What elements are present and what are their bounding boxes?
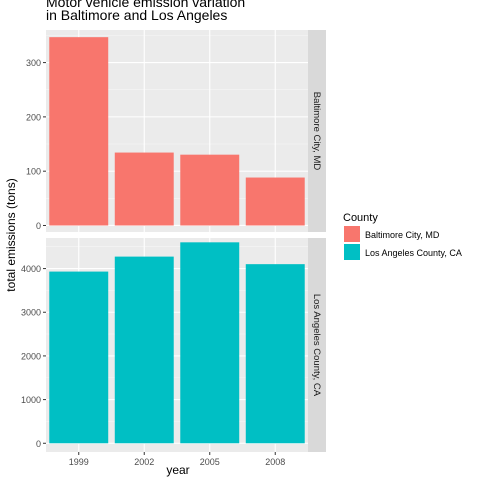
bar (49, 37, 109, 226)
bar (180, 242, 240, 444)
facet-panel: 0 1000 2000 3000 4000 Los Angeles County, CA (21, 238, 326, 452)
x-tick-label: 1999 (69, 457, 89, 467)
bar (114, 152, 174, 226)
bar (180, 154, 240, 226)
facet-strip (308, 30, 326, 232)
x-axis-ticks: 1999 2002 2005 2008 (69, 452, 285, 467)
x-axis-label: year (166, 463, 189, 477)
x-tick-label: 2002 (134, 457, 154, 467)
y-tick-label: 3000 (21, 308, 41, 318)
y-axis-label: total emissions (tons) (4, 178, 18, 291)
y-tick-label: 100 (26, 167, 41, 177)
chart-title-line-2: in Baltimore and Los Angeles (46, 7, 227, 23)
legend-label: Baltimore City, MD (365, 230, 440, 240)
legend-swatch (344, 226, 360, 242)
bar (245, 177, 305, 226)
x-tick-label: 2008 (265, 457, 285, 467)
legend: County Baltimore City, MD Los Angeles Cou… (343, 212, 462, 260)
bar (114, 256, 174, 444)
x-tick-label: 2005 (200, 457, 220, 467)
y-tick-label: 200 (26, 112, 41, 122)
facet-strip-label: Baltimore City, MD (311, 92, 322, 171)
legend-title: County (343, 212, 378, 224)
y-tick-label: 300 (26, 58, 41, 68)
chart-title-line-1: Motor vehicle emission variation (46, 0, 245, 10)
y-tick-label: 1000 (21, 395, 41, 405)
facet-panels: 0 100 200 300 Baltimore City, MD 0 1000 2000 300… (21, 30, 326, 452)
y-tick-label: 2000 (21, 351, 41, 361)
bar (245, 264, 305, 444)
facet-strip (308, 238, 326, 452)
legend-label: Los Angeles County, CA (365, 248, 462, 258)
y-tick-label: 0 (36, 439, 41, 449)
facet-strip-label: Los Angeles County, CA (311, 294, 322, 397)
y-tick-label: 4000 (21, 264, 41, 274)
legend-swatch (344, 244, 360, 260)
y-tick-label: 0 (36, 221, 41, 231)
bar (49, 271, 109, 444)
facet-panel: 0 100 200 300 Baltimore City, MD (26, 30, 326, 232)
